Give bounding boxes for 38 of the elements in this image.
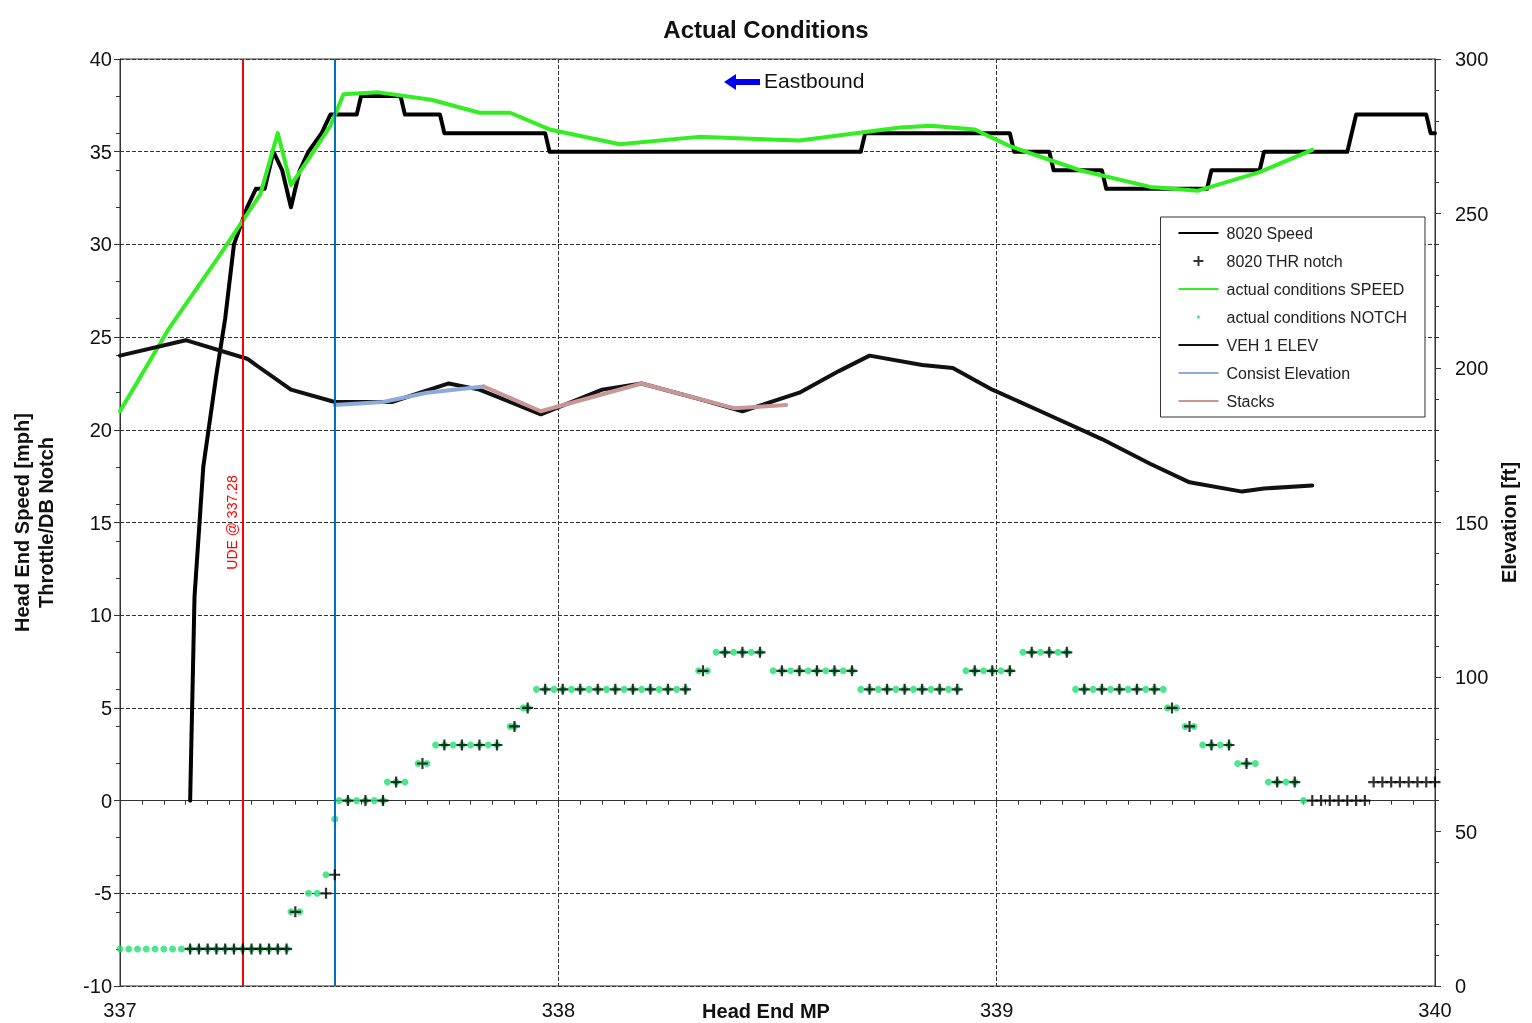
line-series (481, 381, 789, 414)
y-axis-title: Head End Speed [mph] Throttle/DB Notch (11, 413, 57, 632)
y2-tick-label: 100 (1455, 666, 1489, 688)
y-tick-label: 25 (89, 326, 112, 349)
legend-label: actual conditions SPEED (1226, 280, 1405, 298)
line-series (332, 384, 486, 408)
legend-label: Stacks (1226, 392, 1275, 410)
y2-tick-label: 150 (1455, 511, 1489, 534)
y2-tick-label: 200 (1455, 357, 1489, 379)
y2-tick-label: 0 (1455, 975, 1467, 997)
y2-tick-label: 300 (1455, 48, 1489, 70)
y-tick-label: 15 (89, 511, 112, 534)
y-tick-label: 5 (100, 696, 112, 719)
chart-title: Actual Conditions (663, 15, 869, 43)
legend-label: 8020 Speed (1226, 224, 1313, 242)
y2-tick-label: 250 (1455, 202, 1489, 225)
x-tick-label: 340 (1418, 999, 1452, 1021)
y-tick-label: 10 (89, 604, 112, 627)
y-tick-label: 35 (89, 140, 112, 163)
x-tick-label: 339 (979, 999, 1014, 1021)
y2-tick-label: 50 (1455, 820, 1478, 843)
legend-label: actual conditions NOTCH (1226, 308, 1407, 326)
x-axis-title: Head End MP (702, 1000, 830, 1022)
y2-axis-title: Elevation [ft] (1498, 461, 1521, 584)
y-tick-label: -10 (83, 975, 112, 997)
y-tick-label: 30 (89, 233, 112, 256)
y-tick-label: 20 (89, 418, 112, 441)
x-tick-label: 337 (103, 999, 137, 1021)
legend-label: VEH 1 ELEV (1226, 336, 1319, 354)
annotation: Eastbound (764, 69, 865, 92)
y-tick-label: 40 (89, 48, 112, 70)
y-tick-label: 0 (100, 789, 112, 812)
y-tick-label: -5 (94, 882, 112, 905)
line-series (188, 94, 1437, 803)
ref-line-label: UDE @ 337.28 (223, 475, 240, 570)
x-tick-label: 338 (541, 999, 576, 1021)
legend-label: Consist Elevation (1226, 364, 1351, 382)
legend-label: 8020 THR notch (1226, 252, 1343, 270)
